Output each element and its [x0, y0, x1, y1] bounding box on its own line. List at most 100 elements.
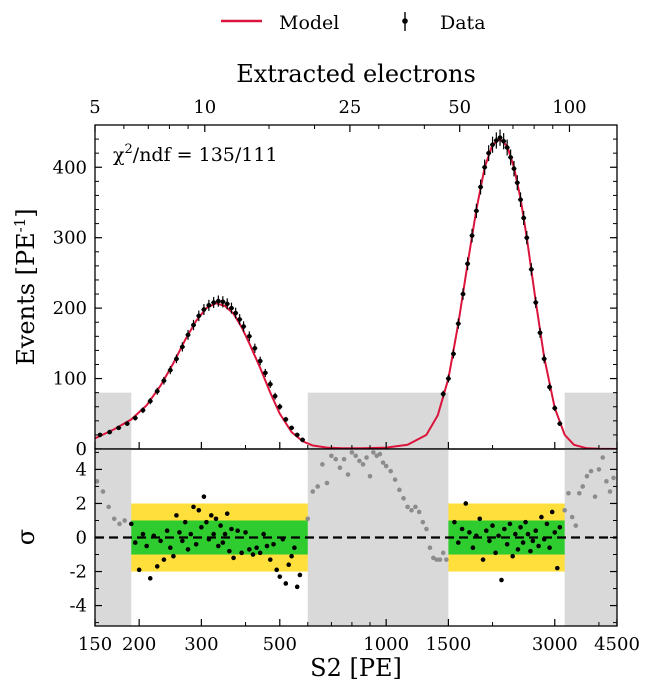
data-point — [167, 367, 173, 373]
residual-point — [211, 531, 216, 537]
residual-point-excluded — [562, 507, 567, 513]
residual-point-excluded — [437, 557, 443, 562]
residual-point — [247, 547, 252, 552]
residual-point — [477, 516, 483, 522]
data-point — [455, 321, 461, 326]
main-panel: 0 100 200 300 400 5 10 25 50 100 χ2/ndf = 135/111… — [11, 97, 618, 460]
residual-point-excluded — [444, 557, 449, 562]
residual-point-excluded — [349, 450, 355, 455]
residual-point — [274, 567, 279, 573]
main-ylabel-sup: -1 — [11, 218, 29, 233]
residual-point-excluded — [434, 557, 440, 562]
residual-point — [196, 507, 202, 513]
data-point — [247, 334, 252, 339]
residual-point — [264, 543, 270, 549]
top-tick-label: 100 — [552, 97, 586, 118]
residual-points — [94, 450, 616, 590]
residual-point-excluded — [337, 465, 343, 471]
residual-point — [549, 509, 555, 515]
data-point — [451, 351, 456, 357]
chi-text: /ndf = 135/111 — [133, 144, 278, 166]
data-point — [501, 138, 506, 144]
residual-point — [518, 524, 523, 530]
x-tick-label: 300 — [184, 634, 218, 655]
residual-point — [515, 547, 521, 552]
top-axis-label: Extracted electrons — [236, 60, 476, 88]
residual-point — [283, 581, 289, 586]
residual-point-excluded — [416, 509, 422, 515]
residual-point-excluded — [577, 490, 582, 496]
chi2-annotation: χ2/ndf = 135/111 — [113, 142, 278, 166]
x-tick-label: 4500 — [594, 634, 640, 655]
residual-point — [286, 562, 292, 568]
data-point — [277, 404, 283, 410]
data-point — [132, 415, 138, 421]
residual-point — [280, 536, 286, 542]
data-point — [521, 215, 526, 221]
res-ytick-label: 2 — [76, 493, 87, 514]
residual-point-excluded — [305, 516, 311, 522]
residual-point-excluded — [360, 462, 366, 467]
residual-point — [188, 531, 194, 537]
residual-point — [483, 528, 489, 533]
residual-ticks: 150 200 300 500 1000 1500 3000 4500 4 2 0 -2 -4 — [69, 442, 640, 655]
data-point — [289, 425, 294, 431]
residual-point-excluded — [573, 523, 579, 528]
residual-point-excluded — [357, 458, 362, 464]
data-point — [241, 324, 246, 329]
data-point — [224, 301, 230, 307]
data-point — [233, 310, 238, 316]
residual-point — [292, 545, 297, 551]
x-tick-label: 1000 — [363, 634, 409, 655]
residual-point-excluded — [584, 473, 590, 479]
residual-panel: 150 200 300 500 1000 1500 3000 4500 4 2 0 -2 -4 σ S2… — [12, 442, 640, 681]
residual-point-excluded — [427, 545, 433, 551]
chi-symbol: χ — [113, 144, 125, 166]
x-tick-label: 3000 — [532, 634, 578, 655]
residual-point — [541, 536, 547, 542]
residual-point — [533, 528, 539, 533]
data-point — [497, 135, 503, 140]
data-point — [529, 267, 534, 272]
data-point — [124, 421, 130, 426]
residual-point-excluded — [315, 484, 320, 489]
residual-point — [199, 524, 204, 530]
residual-point — [467, 530, 472, 535]
residual-point — [204, 519, 209, 525]
top-tick-label: 10 — [193, 97, 216, 118]
main-ylabel-base: Events [PE — [12, 232, 40, 365]
x-tick-label: 1500 — [425, 634, 471, 655]
residual-point-excluded — [596, 467, 602, 472]
residual-point — [229, 526, 234, 532]
residual-point — [213, 516, 219, 522]
residual-point-excluded — [341, 456, 347, 462]
residual-point — [128, 521, 134, 527]
residual-point — [277, 574, 283, 579]
data-point — [511, 166, 517, 171]
main-ytick-label: 200 — [53, 298, 87, 319]
legend-data-label: Data — [440, 12, 486, 34]
residual-point — [257, 550, 263, 556]
data-point — [206, 303, 212, 308]
residual-point — [525, 531, 531, 537]
residual-point — [144, 543, 149, 549]
residual-frame — [94, 448, 618, 627]
legend-model-label: Model — [279, 12, 339, 34]
data-point — [229, 305, 234, 311]
residual-point — [470, 545, 476, 551]
data-point — [272, 393, 278, 399]
data-point — [465, 261, 470, 267]
top-tick-label: 25 — [338, 97, 361, 118]
residual-point-excluded — [401, 496, 406, 501]
main-excluded-regions — [95, 392, 617, 449]
residual-point-excluded — [392, 477, 398, 482]
residual-point — [201, 494, 207, 499]
residual-point — [224, 511, 230, 516]
data-points — [97, 129, 563, 443]
residual-point-excluded — [111, 516, 117, 522]
residual-point-excluded — [106, 504, 111, 510]
data-point — [191, 322, 196, 328]
data-point — [201, 307, 207, 312]
data-point — [263, 370, 268, 376]
